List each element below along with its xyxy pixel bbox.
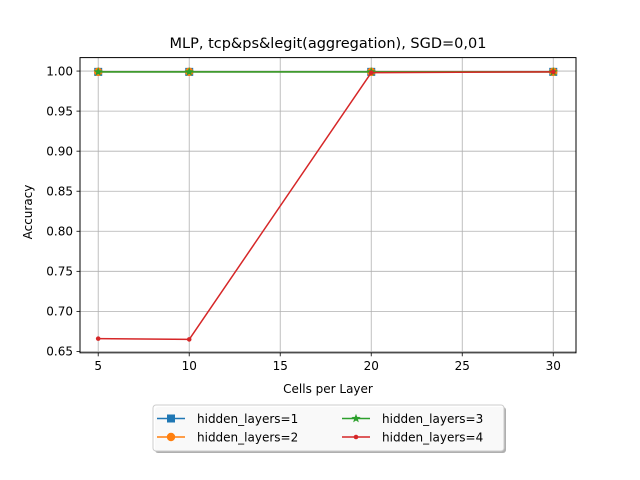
chart-title: MLP, tcp&ps&legit(aggregation), SGD=0,01 — [170, 36, 487, 52]
y-tick-label: 0.90 — [46, 144, 73, 158]
legend-item: hidden_layers=3 — [342, 412, 483, 426]
data-point — [93, 67, 103, 76]
legend-item: hidden_layers=2 — [157, 430, 298, 444]
legend-item: hidden_layers=4 — [342, 430, 483, 444]
legend-label: hidden_layers=2 — [197, 430, 298, 444]
data-point — [184, 67, 194, 76]
x-tick-label: 15 — [273, 359, 288, 373]
x-tick-label: 25 — [455, 359, 470, 373]
y-axis-title: Accuracy — [21, 185, 35, 240]
legend-marker — [353, 434, 359, 440]
legend-item: hidden_layers=1 — [157, 412, 298, 426]
y-tick-label: 0.95 — [46, 104, 73, 118]
ticks: 5 10 15 20 25 30 0.65 0.70 0.75 0.80 0.85 0.90 0.95 1… — [46, 64, 561, 372]
y-tick-label: 0.70 — [46, 305, 73, 319]
series-line — [98, 71, 554, 341]
legend-box — [152, 404, 505, 452]
data-point — [95, 336, 101, 341]
legend-marker — [351, 413, 361, 423]
series-layer — [93, 67, 558, 342]
x-tick-label: 10 — [182, 359, 197, 373]
legend-label: hidden_layers=4 — [382, 430, 483, 444]
data-point — [186, 337, 192, 342]
legend-label: hidden_layers=1 — [197, 412, 298, 426]
legend-marker — [167, 414, 175, 423]
x-axis-title: Cells per Layer — [283, 382, 373, 396]
legend: hidden_layers=1 hidden_layers=2 hidden_lay… — [152, 404, 506, 453]
plot-frame — [79, 57, 577, 354]
series-4 — [95, 69, 556, 342]
x-tick-label: 5 — [94, 359, 102, 373]
data-point — [550, 69, 556, 75]
y-tick-label: 1.00 — [46, 64, 73, 78]
x-tick-label: 30 — [546, 359, 561, 373]
data-point — [368, 70, 374, 75]
legend-label: hidden_layers=3 — [382, 412, 483, 426]
y-tick-label: 0.85 — [46, 185, 73, 199]
legend-marker — [166, 432, 176, 442]
y-tick-label: 0.65 — [46, 345, 73, 359]
y-tick-label: 0.75 — [46, 265, 73, 279]
x-tick-label: 20 — [364, 359, 379, 373]
y-tick-label: 0.80 — [46, 225, 73, 239]
